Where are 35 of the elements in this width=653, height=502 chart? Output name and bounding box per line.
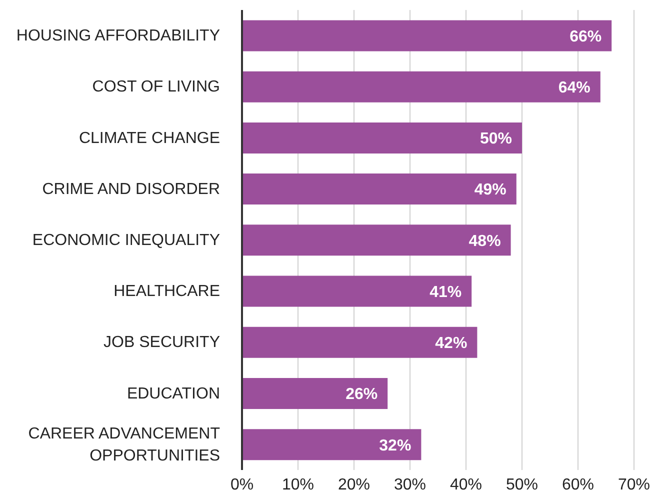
data-label: 26%: [346, 386, 378, 404]
y-tick-label: COST OF LIVING: [92, 78, 220, 96]
data-label: 41%: [430, 284, 462, 301]
bar: [242, 71, 600, 102]
bar: [242, 378, 388, 409]
x-tick-label: 20%: [338, 476, 370, 494]
y-tick-label: HEALTHCARE: [114, 282, 220, 300]
data-label: 50%: [480, 130, 512, 148]
data-label: 64%: [558, 80, 590, 97]
data-label: 42%: [435, 335, 468, 352]
y-tick-label: HOUSING AFFORDABILITY: [16, 27, 220, 44]
bar: [242, 276, 472, 307]
bar: [242, 429, 422, 460]
y-tick-label: EDUCATION: [126, 384, 220, 402]
bar: [242, 20, 612, 52]
y-tick-label: ECONOMIC INEQUALITY: [32, 232, 220, 248]
x-tick-label: 30%: [394, 476, 426, 494]
y-tick-label: CRIME AND DISORDER: [42, 180, 220, 198]
x-tick-label: 60%: [562, 476, 594, 494]
y-tick-label: CAREER ADVANCEMENT OPPORTUNITIES: [28, 424, 220, 464]
bar: [242, 224, 511, 256]
data-label: 48%: [468, 232, 501, 250]
y-tick-label: JOB SECURITY: [104, 334, 220, 351]
y-tick-label: CLIMATE CHANGE: [78, 129, 220, 146]
x-tick-label: 40%: [450, 476, 482, 494]
data-label: 49%: [474, 182, 506, 199]
x-tick-label: 70%: [618, 476, 650, 494]
data-label: 32%: [379, 437, 412, 454]
bar: [242, 326, 478, 358]
data-label: 66%: [570, 28, 602, 46]
x-tick-label: 10%: [282, 476, 314, 494]
bar: [242, 122, 522, 154]
x-tick-label: 50%: [506, 476, 538, 494]
x-tick-label: 0%: [230, 476, 254, 494]
bar: [242, 174, 516, 205]
